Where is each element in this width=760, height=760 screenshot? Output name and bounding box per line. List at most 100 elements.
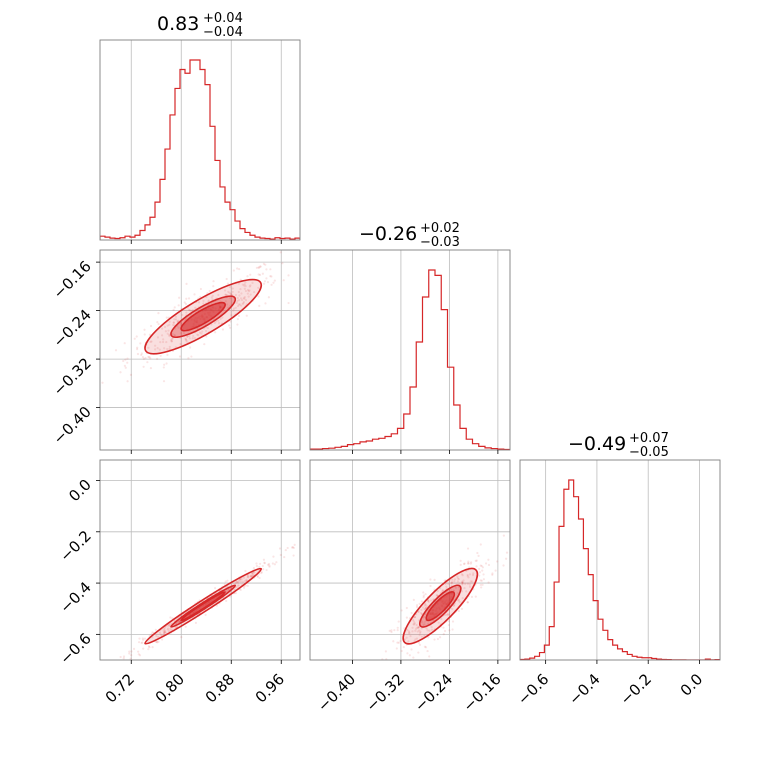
sample-point bbox=[411, 630, 414, 633]
sample-point bbox=[442, 633, 445, 636]
sample-point bbox=[140, 353, 143, 357]
sample-point bbox=[116, 671, 118, 673]
sample-point bbox=[406, 652, 409, 655]
sample-point bbox=[184, 338, 188, 341]
sample-point bbox=[101, 381, 104, 384]
sample-point bbox=[238, 303, 241, 306]
sample-point bbox=[436, 589, 439, 593]
sample-point bbox=[467, 576, 470, 579]
sample-point bbox=[388, 629, 391, 632]
sample-point bbox=[142, 647, 145, 650]
sample-point bbox=[185, 282, 188, 285]
sample-point bbox=[240, 292, 243, 295]
sample-point bbox=[91, 675, 93, 677]
sample-point bbox=[261, 272, 264, 275]
sample-point bbox=[290, 546, 294, 549]
sample-point bbox=[459, 563, 462, 566]
sample-point bbox=[207, 299, 210, 302]
sample-point bbox=[253, 571, 256, 574]
sample-point bbox=[453, 580, 456, 583]
sample-point bbox=[259, 265, 262, 268]
sample-point bbox=[244, 584, 247, 587]
sample-point bbox=[412, 620, 415, 623]
sample-point bbox=[236, 267, 239, 270]
sample-point bbox=[200, 332, 203, 335]
histogram-panel-1 bbox=[309, 249, 511, 454]
sample-point bbox=[224, 300, 227, 303]
sample-point bbox=[186, 335, 189, 338]
sample-point bbox=[225, 277, 228, 281]
sample-point bbox=[292, 554, 295, 557]
sample-point bbox=[481, 566, 484, 569]
sample-point bbox=[453, 603, 456, 607]
title-param-1-minus: −0.03 bbox=[420, 235, 460, 250]
sample-point bbox=[249, 575, 252, 578]
sample-point bbox=[417, 629, 421, 632]
x-tick-label: −0.6 bbox=[514, 670, 552, 708]
sample-point bbox=[395, 647, 398, 650]
sample-point bbox=[271, 562, 274, 565]
sample-point bbox=[180, 636, 183, 639]
panel-frame bbox=[99, 39, 301, 241]
sample-point bbox=[119, 655, 122, 659]
sample-point bbox=[172, 323, 175, 327]
sample-point bbox=[246, 574, 250, 577]
sample-point bbox=[172, 321, 175, 324]
sample-point bbox=[162, 627, 165, 630]
sample-point bbox=[219, 317, 222, 320]
sample-point bbox=[396, 641, 399, 644]
sample-point bbox=[114, 661, 116, 663]
sample-point bbox=[413, 623, 416, 626]
sample-point bbox=[155, 634, 158, 638]
sample-point bbox=[203, 343, 206, 346]
sample-point bbox=[92, 372, 94, 374]
sample-point bbox=[416, 626, 419, 629]
sample-point bbox=[157, 640, 160, 643]
sample-point bbox=[190, 355, 193, 358]
sample-point bbox=[461, 581, 464, 584]
sample-point bbox=[217, 319, 220, 322]
sample-point bbox=[168, 333, 171, 337]
sample-point bbox=[172, 321, 175, 324]
sample-point bbox=[237, 303, 240, 306]
sample-point bbox=[451, 607, 454, 611]
sample-point bbox=[213, 321, 216, 324]
sample-point bbox=[242, 300, 246, 304]
sample-point bbox=[141, 355, 145, 359]
sample-point bbox=[164, 631, 167, 634]
histogram-panel-0 bbox=[99, 39, 301, 244]
sample-point bbox=[420, 627, 423, 630]
sample-point bbox=[262, 282, 266, 285]
sample-point bbox=[452, 604, 455, 607]
x-tick-label: 0.80 bbox=[152, 670, 188, 706]
sample-point bbox=[128, 652, 131, 655]
sample-point bbox=[118, 663, 120, 665]
sample-point bbox=[456, 577, 459, 580]
sample-point bbox=[231, 293, 234, 296]
sample-point bbox=[185, 340, 188, 343]
sample-point bbox=[441, 589, 444, 592]
sample-point bbox=[166, 624, 169, 627]
sample-point bbox=[429, 584, 432, 588]
sample-point bbox=[182, 331, 185, 335]
sample-point bbox=[232, 269, 235, 272]
sample-point bbox=[423, 604, 426, 607]
sample-point bbox=[487, 581, 490, 584]
sample-point bbox=[234, 293, 238, 297]
sample-point bbox=[177, 326, 180, 329]
sample-point bbox=[479, 579, 482, 582]
sample-point bbox=[122, 655, 126, 658]
sample-point bbox=[245, 578, 248, 581]
sample-point bbox=[260, 570, 263, 574]
sample-point bbox=[270, 283, 273, 286]
sample-point bbox=[267, 296, 270, 299]
sample-point bbox=[481, 569, 484, 572]
x-tick-label: 0.72 bbox=[102, 670, 138, 706]
sample-point bbox=[166, 324, 169, 327]
sample-point bbox=[136, 346, 139, 349]
sample-point bbox=[480, 564, 483, 568]
sample-point bbox=[478, 567, 481, 570]
sample-point bbox=[426, 629, 429, 632]
sample-point bbox=[472, 572, 475, 575]
sample-point bbox=[461, 597, 464, 600]
